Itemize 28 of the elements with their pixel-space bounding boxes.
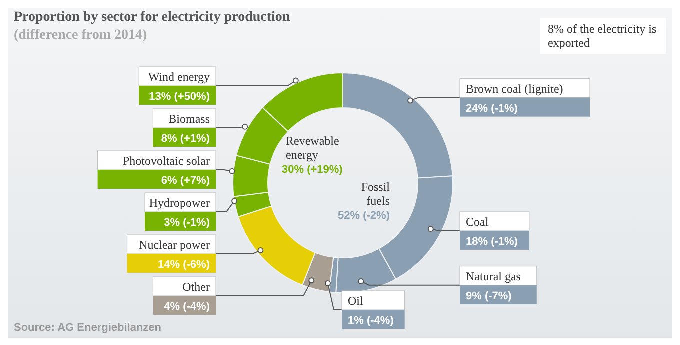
text: 30% (+19%) xyxy=(282,164,343,176)
data-label: 13% (+50%) xyxy=(149,91,210,103)
slice-label: Natural gas xyxy=(466,269,522,284)
text: Revewable energy xyxy=(286,134,340,162)
slice-label: Coal xyxy=(466,214,490,229)
text: 8% of the electricity is exported xyxy=(540,18,666,54)
slice-label: Nuclear power xyxy=(139,238,210,252)
data-label: 14% (-6%) xyxy=(158,259,210,271)
chart-subtitle: (difference from 2014) xyxy=(14,28,148,44)
data-label: 18% (-1%) xyxy=(466,236,518,248)
data-label: 1% (-4%) xyxy=(348,315,394,327)
slice-label: Other xyxy=(182,280,210,294)
source-note: Source: AG Energiebilanzen xyxy=(14,322,162,334)
slice-label: Oil xyxy=(348,294,364,308)
data-label: 9% (-7%) xyxy=(466,290,512,302)
text: 52% (-2%) xyxy=(337,210,390,222)
text: Fossil fuels xyxy=(360,180,390,208)
data-label: 6% (+7%) xyxy=(161,175,210,187)
slice-label: Brown coal (lignite) xyxy=(466,82,564,96)
data-label: 3% (-1%) xyxy=(164,217,210,229)
chart-title: Proportion by sector for electricity production xyxy=(14,10,290,26)
data-label: 24% (-1%) xyxy=(466,102,518,115)
data-label: 4% (-4%) xyxy=(164,301,210,313)
slice-label: Hydropower xyxy=(149,196,210,210)
data-label: 8% (+1%) xyxy=(161,133,210,145)
slice-label: Biomass xyxy=(168,112,210,126)
slice-label: Wind energy xyxy=(148,70,210,84)
slice-label: Photovoltaic solar xyxy=(123,154,210,168)
